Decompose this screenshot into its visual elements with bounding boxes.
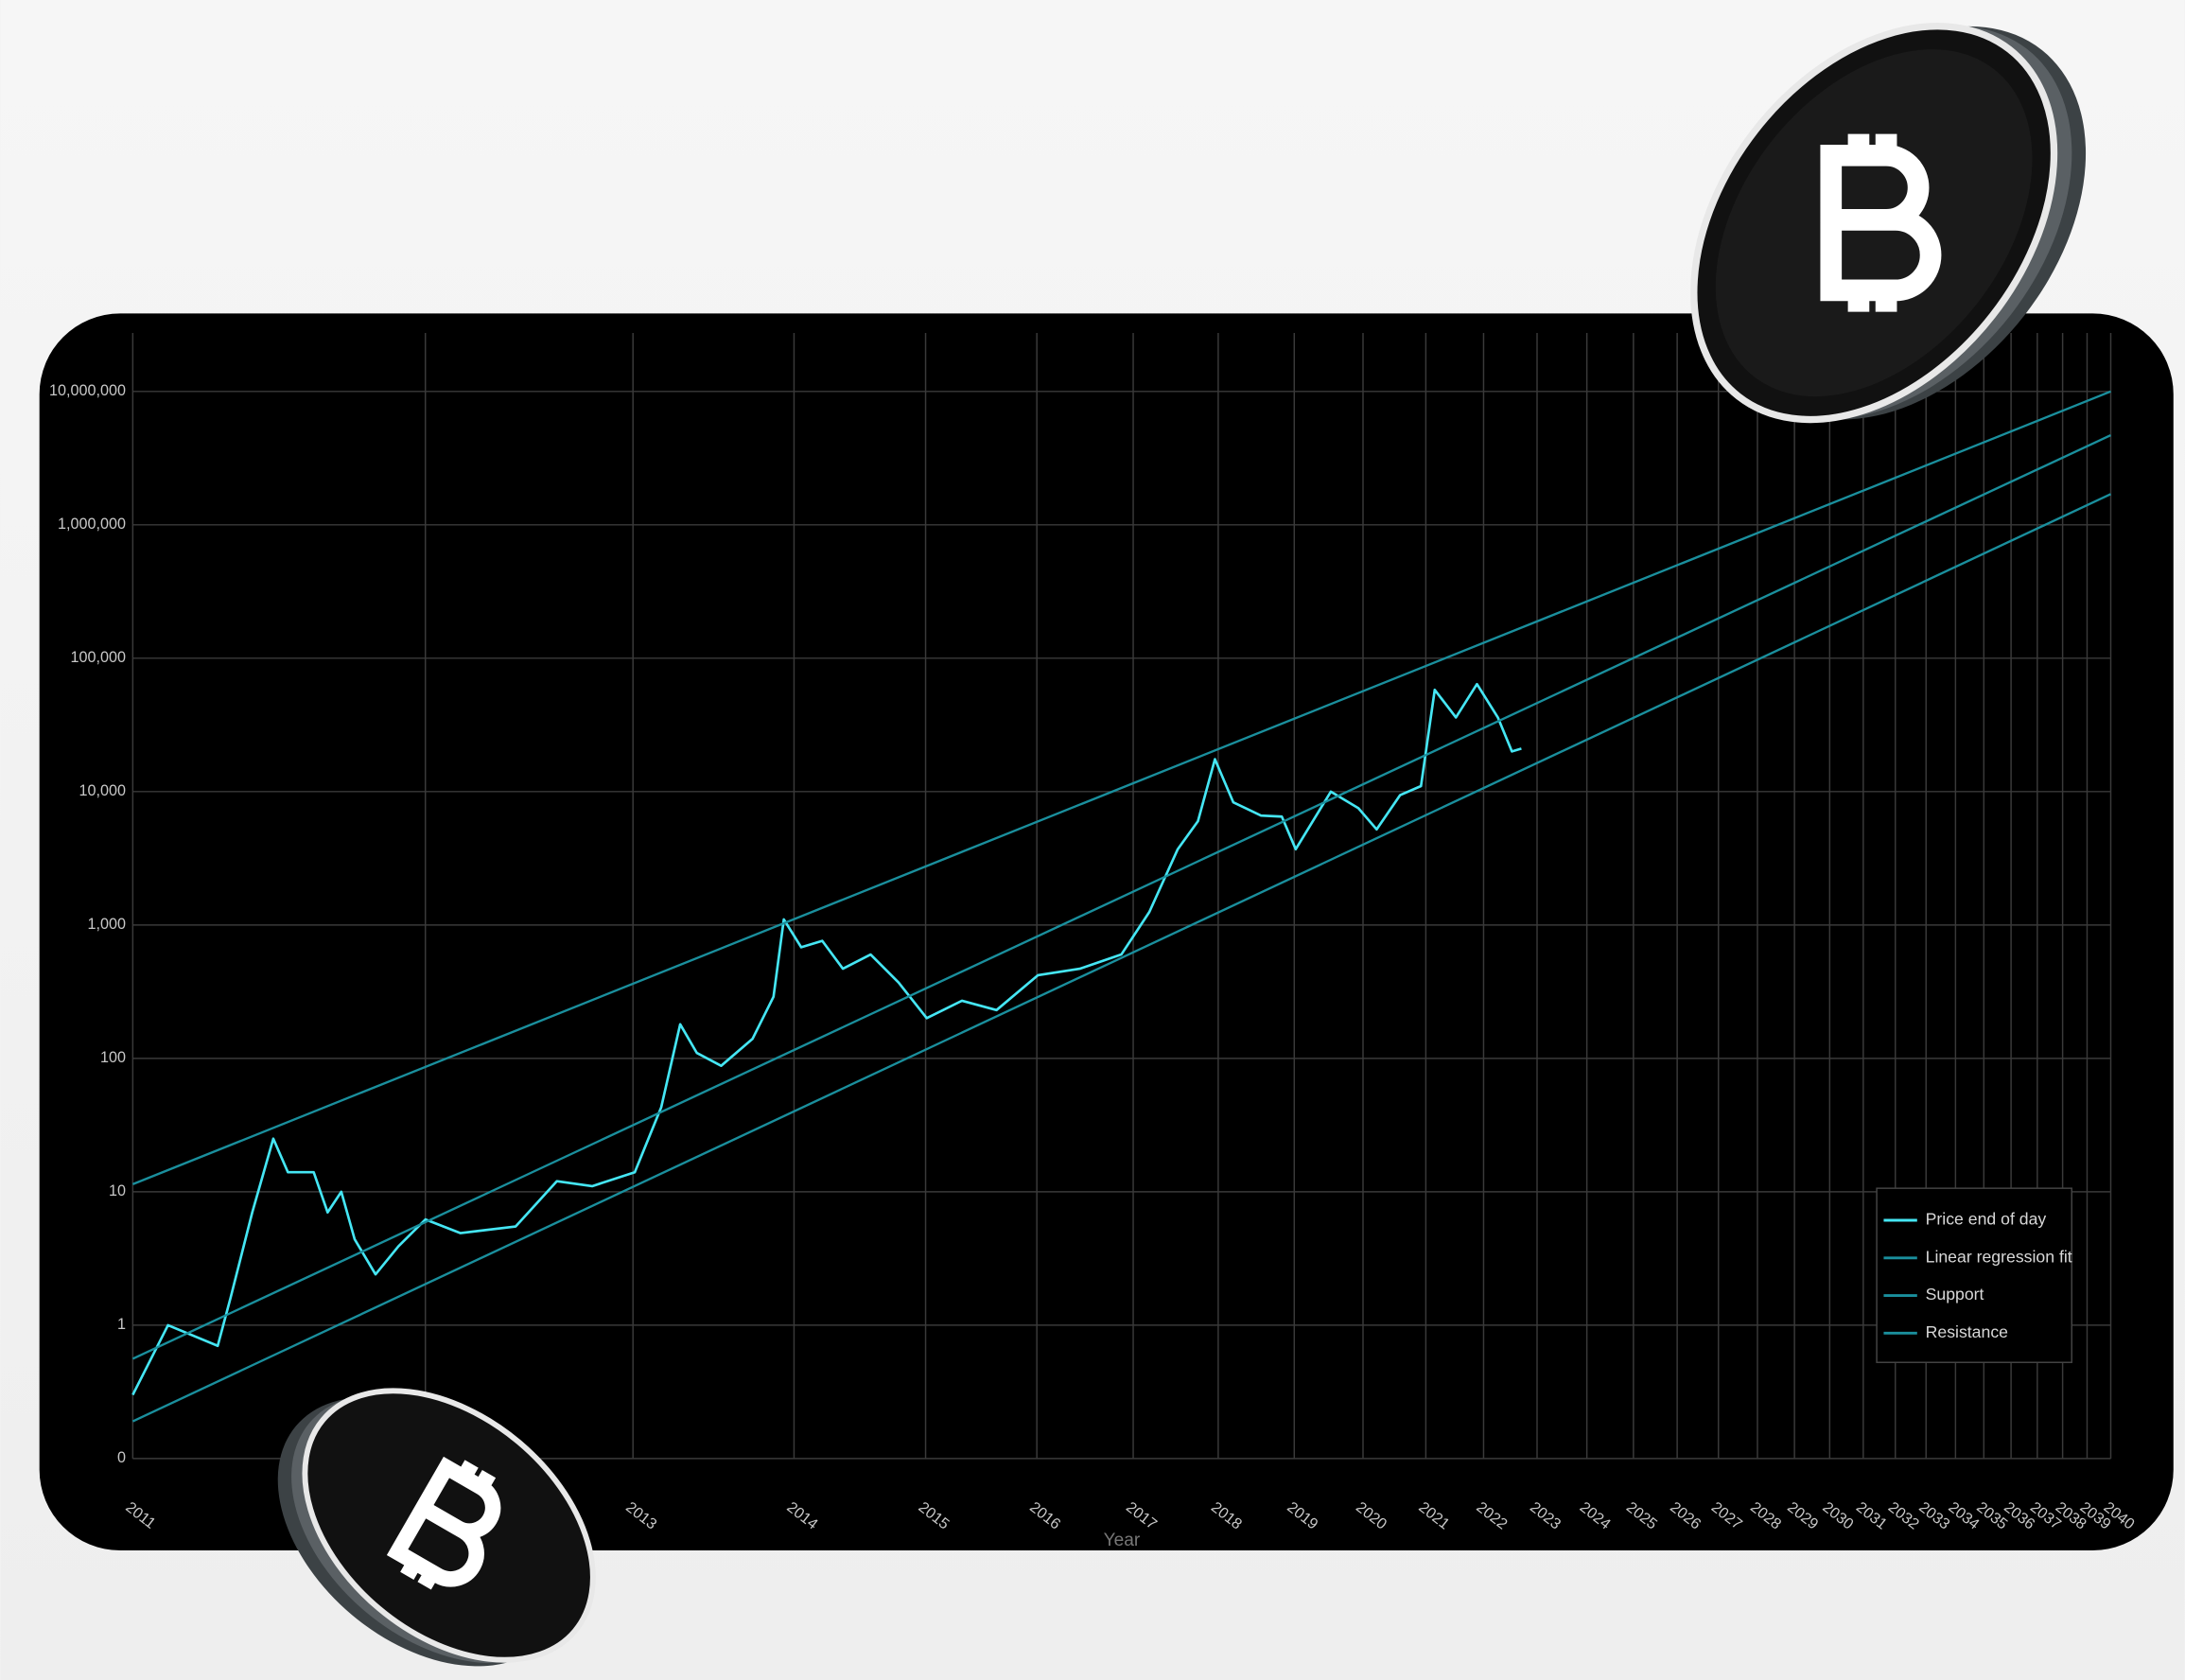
y-tick-label: 100,000 [70,649,126,666]
y-tick-label: 1,000 [87,916,126,933]
y-tick-label: 10 [109,1182,126,1199]
legend-label: Linear regression fit [1926,1247,2072,1266]
y-tick-label: 10,000,000 [49,382,126,399]
legend-label: Price end of day [1926,1210,2047,1229]
legend: Price end of day Linear regression fit Sup… [1876,1187,2072,1363]
plot: 0 1 10 100 1,000 10,000 100,000 1,000,000 10,000… [49,332,2138,1533]
coin-top [1690,23,2087,424]
y-tick-label: 0 [117,1449,126,1466]
legend-label: Resistance [1926,1322,2009,1341]
trend-line [131,390,2111,1185]
x-axis-label: Year [1104,1531,1141,1550]
y-tick-label: 1,000,000 [58,516,126,533]
chart-panel [39,313,2174,1551]
coin-symbol [386,1456,501,1590]
y-tick-label: 1 [117,1316,126,1333]
coin-symbol [1820,133,1942,312]
coin-bottom [277,1388,596,1667]
y-tick-label: 10,000 [79,782,126,799]
legend-label: Support [1926,1285,1984,1304]
price-line [131,682,1522,1396]
trend-line [131,493,2111,1423]
trend-line [131,433,2111,1360]
y-tick-label: 100 [100,1049,126,1066]
